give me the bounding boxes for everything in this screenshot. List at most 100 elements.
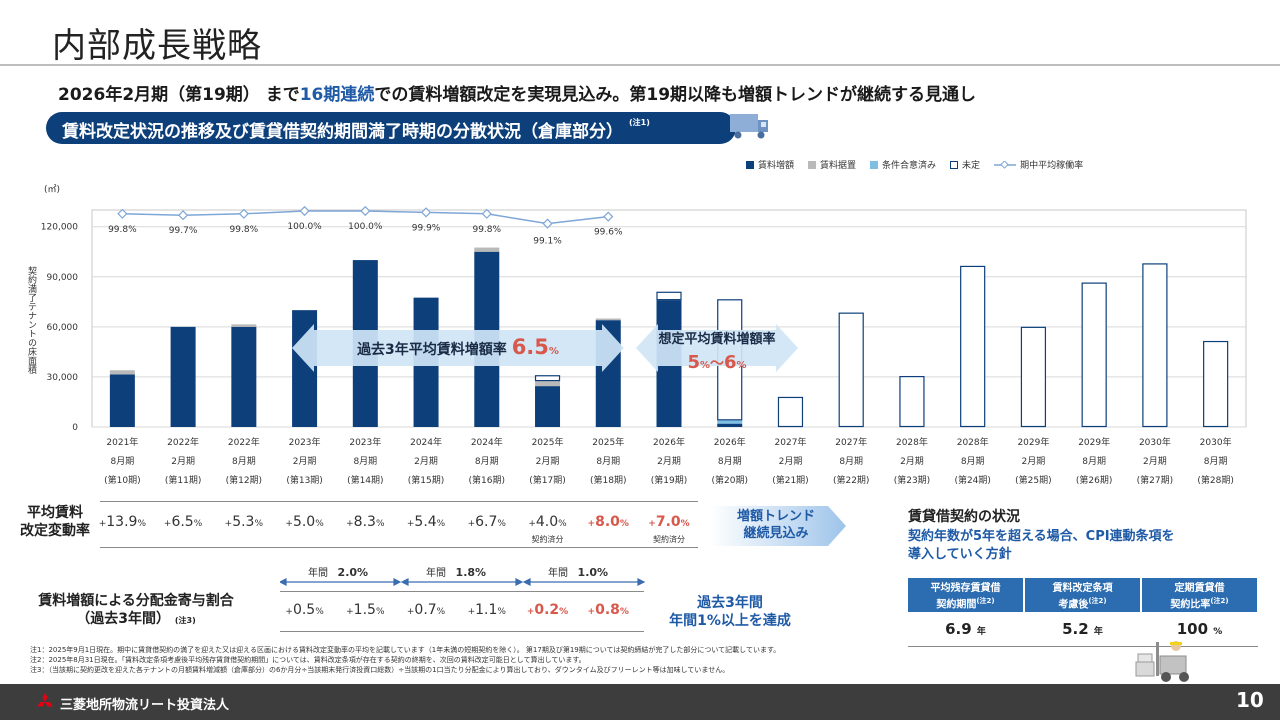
lease-title: 賃貸借契約の状況 (908, 509, 1020, 525)
x-tick-year: 2030年 (1139, 436, 1171, 448)
x-tick-year: 2022年 (167, 436, 199, 448)
occupancy-point (238, 208, 249, 219)
axis-unit: (㎡) (44, 185, 61, 195)
occupancy-label: 99.6% (594, 228, 623, 238)
forklift-icon (1135, 641, 1189, 682)
x-tick-year: 2025年 (532, 436, 564, 448)
occupancy-label: 100.0% (348, 222, 383, 232)
x-tick-year: 2024年 (410, 436, 442, 448)
footnote-2: 注2：2025年8月31日現在。「賃料改定条項考慮後平均残存賃貸借契約期間」につ… (30, 656, 586, 664)
realized-callout: 過去3年間 年間1%以上を達成 (669, 595, 791, 629)
rent-change-note: 契約済分 (653, 535, 685, 544)
occupancy-label: 100.0% (287, 222, 322, 232)
x-tick-year: 2029年 (1017, 436, 1049, 448)
page-title: 内部成長戦略 (52, 26, 262, 66)
x-tick-period: 8月期 (839, 456, 863, 467)
bar-segment (474, 247, 500, 252)
distribution-value: +0.7% (406, 602, 446, 618)
x-tick-year: 2023年 (289, 436, 321, 448)
y-tick-label: 0 (72, 423, 78, 433)
x-tick-period: 8月期 (961, 456, 985, 467)
span-label-3: 年間 1.0% (548, 566, 609, 579)
distribution-value: +0.2% (526, 602, 569, 618)
lease-header-fixed-term: 定期賃貸借 契約比率(注2) (1142, 578, 1257, 612)
distribution-value: +1.5% (346, 602, 385, 618)
rent-change-top-rule (100, 501, 698, 502)
bar-segment (109, 374, 135, 427)
span-label-1: 年間 2.0% (308, 566, 369, 579)
x-tick-year: 2026年 (714, 436, 746, 448)
rent-change-value: +13.9% (98, 514, 146, 530)
legend-swatch (808, 160, 817, 169)
x-tick-term: (第13期) (286, 474, 322, 486)
x-tick-year: 2022年 (228, 436, 260, 448)
truck-icon (730, 114, 768, 139)
rent-change-value: +6.7% (467, 514, 506, 530)
occupancy-point (542, 218, 553, 229)
x-tick-term: (第12期) (226, 474, 262, 486)
x-tick-term: (第11期) (165, 474, 201, 486)
x-tick-period: 2月期 (779, 456, 803, 467)
x-tick-year: 2027年 (775, 436, 807, 448)
x-tick-term: (第20期) (711, 474, 747, 486)
occupancy-point (360, 205, 371, 217)
occupancy-label: 99.8% (472, 225, 501, 235)
occupancy-point (603, 211, 614, 222)
lease-header-remaining: 平均残存賃貸借 契約期間(注2) (908, 578, 1023, 612)
bar-segment (231, 326, 257, 427)
bar-segment (231, 324, 257, 327)
headline-post: での賃料増額改定を実現見込み。第19期以降も増額トレンドが継続する見通し (374, 85, 977, 105)
legend-item-occupancy: 期中平均稼働率 (994, 158, 1083, 171)
x-tick-term: (第27期) (1137, 474, 1173, 486)
occupancy-point (299, 205, 310, 217)
x-tick-period: 8月期 (475, 456, 499, 467)
x-tick-year: 2029年 (1078, 436, 1110, 448)
lease-value-remaining: 6.9 年 (945, 620, 986, 638)
span-label-2: 年間 1.8% (426, 566, 487, 579)
chart-legend: 賃料増額 賃料据置 条件合意済み 未定 期中平均稼働率 (746, 158, 1083, 171)
x-tick-period: 2月期 (293, 456, 317, 467)
future-estimate-arrow (636, 324, 798, 372)
distribution-value: +0.8% (587, 602, 629, 618)
x-tick-term: (第25期) (1015, 474, 1051, 486)
lease-value-fixed-term: 100 % (1176, 620, 1223, 638)
title-divider (0, 64, 1280, 66)
footnote-1: 注1：2025年9月1日現在。期中に賃貸借契約の満了を迎えた又は迎える区画におけ… (30, 646, 781, 654)
rent-change-bottom-rule (100, 547, 698, 548)
legend-line-swatch (994, 160, 1017, 169)
occupancy-label: 99.7% (169, 226, 198, 236)
x-tick-period: 8月期 (111, 456, 135, 467)
rent-change-value: +5.4% (406, 514, 446, 530)
footer-bar (0, 684, 1280, 720)
rent-change-value: +4.0% (528, 514, 567, 530)
occupancy-point (481, 208, 492, 219)
past-average-callout: 過去3年平均賃料増額率 6.5% (356, 335, 559, 359)
bar-segment-undecided (1203, 340, 1229, 428)
section-title: 賃料改定状況の推移及び賃貸借契約期間満了時期の分散状況（倉庫部分） (62, 122, 623, 142)
bar-segment-undecided (899, 375, 925, 428)
bar-segment-undecided (534, 375, 561, 382)
bar-segment-undecided (1081, 282, 1107, 428)
x-tick-period: 2月期 (171, 456, 195, 467)
x-tick-term: (第21期) (772, 474, 808, 486)
legend-swatch (746, 160, 754, 169)
occupancy-label: 99.8% (108, 225, 137, 235)
rent-change-note: 契約済分 (531, 535, 564, 544)
span-arrows (280, 578, 646, 586)
x-tick-period: 2月期 (900, 456, 924, 467)
x-tick-period: 8月期 (1082, 456, 1106, 467)
legend-item-undecided: 未定 (950, 158, 980, 171)
x-tick-term: (第17期) (529, 474, 565, 486)
x-tick-term: (第16期) (469, 474, 505, 486)
x-tick-term: (第23期) (894, 474, 930, 486)
page-number: 10 (1236, 688, 1264, 712)
x-tick-period: 8月期 (596, 456, 620, 467)
occupancy-point (117, 208, 128, 219)
bar-segment-undecided (1142, 263, 1168, 428)
x-tick-term: (第15期) (408, 474, 444, 486)
y-tick-label: 120,000 (41, 223, 78, 233)
distribution-top-rule (280, 591, 644, 592)
future-estimate-label: 想定平均賃料増額率 (658, 331, 775, 347)
distribution-value: +1.1% (467, 602, 506, 618)
footnotes: 注1：2025年9月1日現在。期中に賃貸借契約の満了を迎えた又は迎える区画におけ… (30, 645, 780, 675)
